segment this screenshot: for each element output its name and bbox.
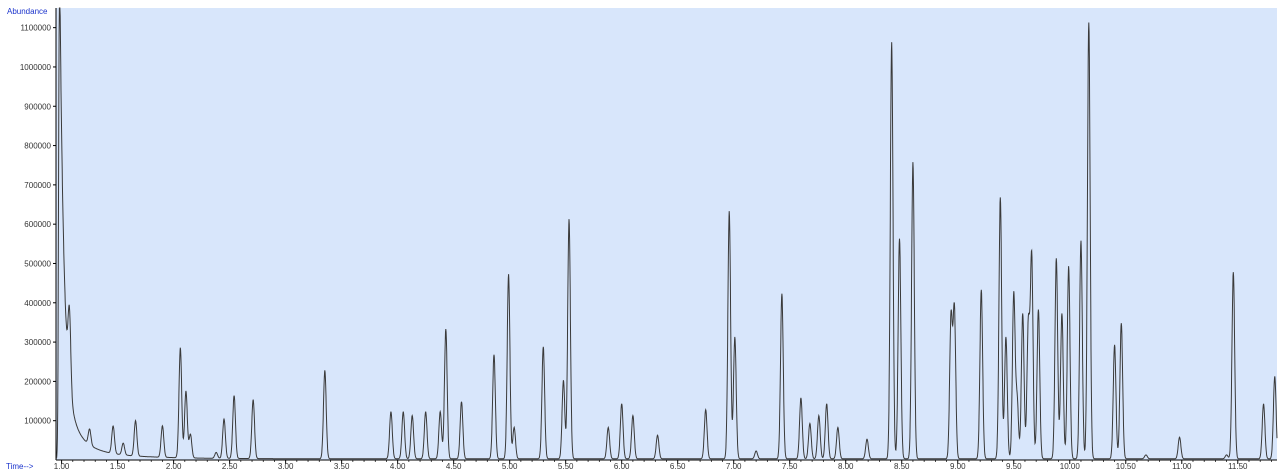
x-tick-label: 5.00 [502, 462, 518, 470]
x-tick-label: 6.50 [670, 462, 686, 470]
y-tick-label: 1100000 [20, 24, 51, 33]
y-tick-label: 300000 [24, 338, 51, 347]
y-axis-label: Abundance [7, 7, 48, 16]
x-tick-label: 10.00 [1060, 462, 1081, 470]
x-tick-label: 9.00 [950, 462, 966, 470]
x-tick-label: 3.50 [334, 462, 350, 470]
x-tick-label: 10.50 [1116, 462, 1137, 470]
x-tick-label: 3.00 [278, 462, 294, 470]
x-tick-label: 6.00 [614, 462, 630, 470]
x-tick-label: 4.00 [390, 462, 406, 470]
x-tick-label: 2.00 [166, 462, 182, 470]
y-tick-label: 200000 [24, 377, 51, 386]
y-axis: 100000 200000 300000 400000 500000 600000 7000… [20, 8, 57, 460]
x-tick-label: 11.50 [1228, 462, 1248, 470]
y-tick-label: 100000 [24, 417, 51, 426]
y-tick-label: 1000000 [20, 63, 52, 72]
x-tick-label: 5.50 [558, 462, 574, 470]
x-axis: 1.00 1.50 2.00 2.50 3.00 3.50 4.00 4.50 5.00 5.50… [54, 459, 1277, 470]
x-tick-label: 8.50 [894, 462, 910, 470]
x-tick-label: 1.00 [54, 462, 70, 470]
y-tick-label: 400000 [24, 299, 51, 308]
y-tick-label: 700000 [24, 181, 51, 190]
x-tick-label: 1.50 [110, 462, 126, 470]
y-tick-label: 500000 [24, 259, 51, 268]
x-tick-label: 2.50 [222, 462, 238, 470]
x-axis-label: Time--> [6, 462, 34, 470]
chromatogram-trace [55, 7, 1278, 460]
x-tick-label: 7.00 [726, 462, 742, 470]
plot-background [56, 8, 1277, 460]
x-tick-label: 7.50 [782, 462, 798, 470]
y-tick-label: 600000 [24, 220, 51, 229]
x-tick-label: 11.00 [1172, 462, 1192, 470]
y-tick-label: 800000 [24, 142, 51, 151]
x-tick-label: 9.50 [1006, 462, 1022, 470]
x-tick-label: 8.00 [838, 462, 854, 470]
x-tick-label: 4.50 [446, 462, 462, 470]
y-tick-label: 900000 [24, 102, 51, 111]
